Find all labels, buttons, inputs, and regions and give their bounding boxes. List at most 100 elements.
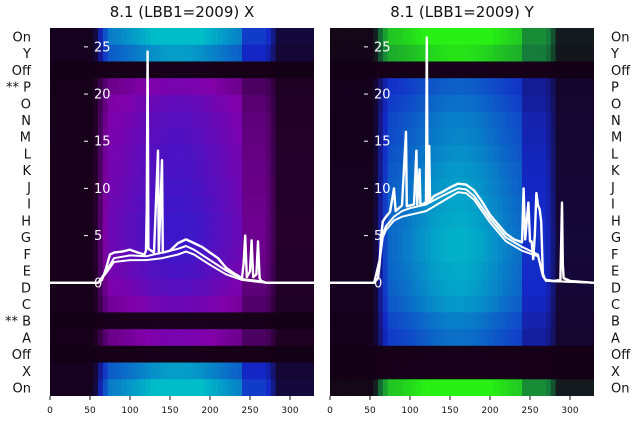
heatmap-cell: [50, 128, 56, 146]
heatmap-cell: [189, 379, 195, 396]
heatmap-cell: [112, 128, 118, 146]
heatmap-band: [330, 329, 594, 347]
heatmap-cell: [309, 245, 314, 263]
heatmap-cell: [246, 111, 253, 129]
heatmap-cell: [478, 379, 485, 396]
heatmap-cell: [69, 78, 75, 96]
heatmap-cell: [334, 94, 341, 113]
heatmap-cell: [222, 312, 229, 330]
heatmap-cell: [435, 128, 441, 146]
heatmap-cell: [107, 329, 113, 347]
heatmap-cell: [189, 362, 195, 380]
heatmap-cell: [261, 195, 267, 213]
row-label: J: [610, 181, 615, 196]
heatmap-cell: [478, 61, 485, 79]
heatmap-cell: [502, 312, 509, 330]
heatmap-cell: [584, 379, 590, 396]
heatmap-cell: [349, 161, 355, 180]
heatmap-cell: [512, 195, 518, 213]
heatmap-cell: [203, 379, 209, 396]
heatmap-cell: [421, 44, 427, 62]
heatmap-cell: [237, 78, 243, 96]
heatmap-cell: [464, 78, 470, 96]
heatmap-cell: [146, 345, 152, 364]
heatmap-cell: [512, 262, 518, 280]
heatmap-cell: [275, 345, 281, 364]
heatmap-cell: [232, 78, 238, 96]
heatmap-cell: [565, 178, 571, 196]
heatmap-cell: [344, 178, 350, 196]
heatmap-cell: [266, 212, 272, 230]
heatmap-cell: [421, 212, 427, 230]
heatmap-cell: [198, 312, 205, 330]
heatmap-cell: [354, 28, 360, 46]
heatmap-cell: [483, 128, 489, 146]
heatmap-cell: [358, 295, 365, 313]
heatmap-cell: [74, 145, 80, 163]
heatmap-cell: [64, 262, 70, 280]
heatmap-cell: [512, 362, 518, 380]
heatmap-cell: [261, 111, 267, 129]
heatmap-cell: [59, 295, 65, 313]
y-tick-label: 10: [374, 182, 391, 197]
heatmap-cell: [363, 362, 369, 380]
heatmap-cell: [299, 379, 305, 396]
heatmap-cell: [570, 212, 576, 230]
heatmap-cell: [334, 295, 341, 313]
heatmap-cell: [131, 228, 137, 246]
heatmap-cell: [555, 111, 561, 129]
row-label: J: [26, 181, 31, 196]
heatmap-cell: [440, 295, 446, 313]
heatmap-cell: [579, 44, 585, 62]
heatmap-cell: [378, 345, 384, 364]
heatmap-cell: [179, 28, 185, 46]
heatmap-cell: [450, 212, 456, 230]
heatmap-cell: [275, 111, 281, 129]
heatmap-cell: [584, 145, 590, 163]
heatmap-cell: [309, 61, 314, 79]
heatmap-cell: [411, 28, 417, 46]
heatmap-cell: [64, 278, 70, 297]
heatmap-cell: [589, 61, 594, 79]
heatmap-cell: [213, 362, 219, 380]
row-label: F: [611, 248, 618, 263]
heatmap-cell: [344, 312, 350, 330]
heatmap-cell: [107, 278, 113, 297]
heatmap-cell: [584, 94, 590, 113]
heatmap-cell: [299, 28, 305, 46]
heatmap-cell: [560, 312, 566, 330]
heatmap-cell: [107, 128, 113, 146]
heatmap-cell: [334, 345, 341, 364]
heatmap-cell: [107, 111, 113, 129]
heatmap-cell: [397, 212, 403, 230]
heatmap-band: [330, 262, 594, 280]
heatmap-cell: [589, 262, 594, 280]
heatmap-cell: [131, 161, 137, 180]
heatmap-cell: [189, 111, 195, 129]
heatmap-cell: [435, 111, 441, 129]
heatmap-cell: [507, 262, 513, 280]
heatmap-cell: [368, 94, 374, 113]
heatmap-cell: [550, 28, 557, 46]
heatmap-cell: [334, 379, 341, 396]
heatmap-cell: [430, 228, 437, 246]
heatmap-cell: [493, 228, 499, 246]
heatmap-cell: [213, 94, 219, 113]
heatmap-cell: [126, 111, 133, 129]
heatmap-cell: [74, 329, 80, 347]
heatmap-cell: [150, 195, 157, 213]
heatmap-cell: [256, 161, 262, 180]
heatmap-cell: [392, 78, 398, 96]
heatmap-cell: [334, 278, 341, 297]
heatmap-cell: [488, 178, 494, 196]
heatmap-cell: [126, 44, 133, 62]
heatmap-cell: [54, 78, 61, 96]
heatmap-band: [50, 161, 314, 180]
heatmap-cell: [339, 329, 345, 347]
heatmap-cell: [454, 345, 461, 364]
heatmap-cell: [454, 195, 461, 213]
heatmap-cell: [54, 245, 61, 263]
heatmap-cell: [498, 145, 504, 163]
heatmap-cell: [222, 345, 229, 364]
heatmap-cell: [330, 245, 336, 263]
